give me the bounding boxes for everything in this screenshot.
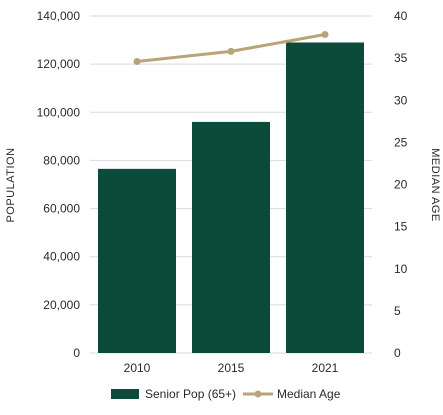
left-axis-ticks: 0 20,000 40,000 60,000 80,000 100,000 120,000 1… — [37, 9, 81, 360]
y2-tick-label: 35 — [394, 51, 408, 65]
y2-tick-label: 0 — [394, 346, 401, 360]
y2-tick-label: 40 — [394, 9, 408, 23]
y2-tick-label: 10 — [394, 262, 408, 276]
bar-2015 — [192, 121, 270, 354]
median-age-point-2010 — [133, 57, 141, 65]
legend-label-senior-pop: Senior Pop (65+) — [145, 387, 236, 401]
legend: Senior Pop (65+) Median Age — [111, 387, 341, 401]
y-tick-label: 60,000 — [43, 202, 80, 216]
y2-tick-label: 5 — [394, 304, 401, 318]
median-age-point-2015 — [227, 47, 235, 55]
y-tick-label: 80,000 — [43, 153, 80, 167]
x-tick-label: 2021 — [312, 361, 339, 375]
y-tick-label: 20,000 — [43, 298, 80, 312]
median-age-line — [133, 31, 329, 65]
y2-tick-label: 20 — [394, 178, 408, 192]
legend-swatch-senior-pop — [111, 389, 139, 399]
legend-label-median-age: Median Age — [277, 387, 341, 401]
bars — [98, 42, 364, 354]
bar-2021 — [286, 42, 364, 353]
legend-marker-median-age — [254, 390, 262, 398]
y-tick-label: 100,000 — [37, 105, 81, 119]
y-axis-title: POPULATION — [5, 147, 17, 222]
x-axis-ticks: 2010 2015 2021 — [124, 361, 339, 375]
median-age-point-2021 — [321, 31, 329, 39]
bar-2010 — [98, 168, 176, 353]
y2-tick-label: 30 — [394, 93, 408, 107]
x-tick-label: 2010 — [124, 361, 151, 375]
y-tick-label: 0 — [73, 346, 80, 360]
y-tick-label: 120,000 — [37, 57, 81, 71]
right-axis-ticks: 0 5 10 15 20 25 30 35 40 — [394, 9, 408, 360]
y2-axis-title: MEDIAN AGE — [429, 148, 441, 221]
y-tick-label: 140,000 — [37, 9, 81, 23]
y2-tick-label: 15 — [394, 220, 408, 234]
x-tick-label: 2015 — [218, 361, 245, 375]
y2-tick-label: 25 — [394, 135, 408, 149]
y-tick-label: 40,000 — [43, 250, 80, 264]
